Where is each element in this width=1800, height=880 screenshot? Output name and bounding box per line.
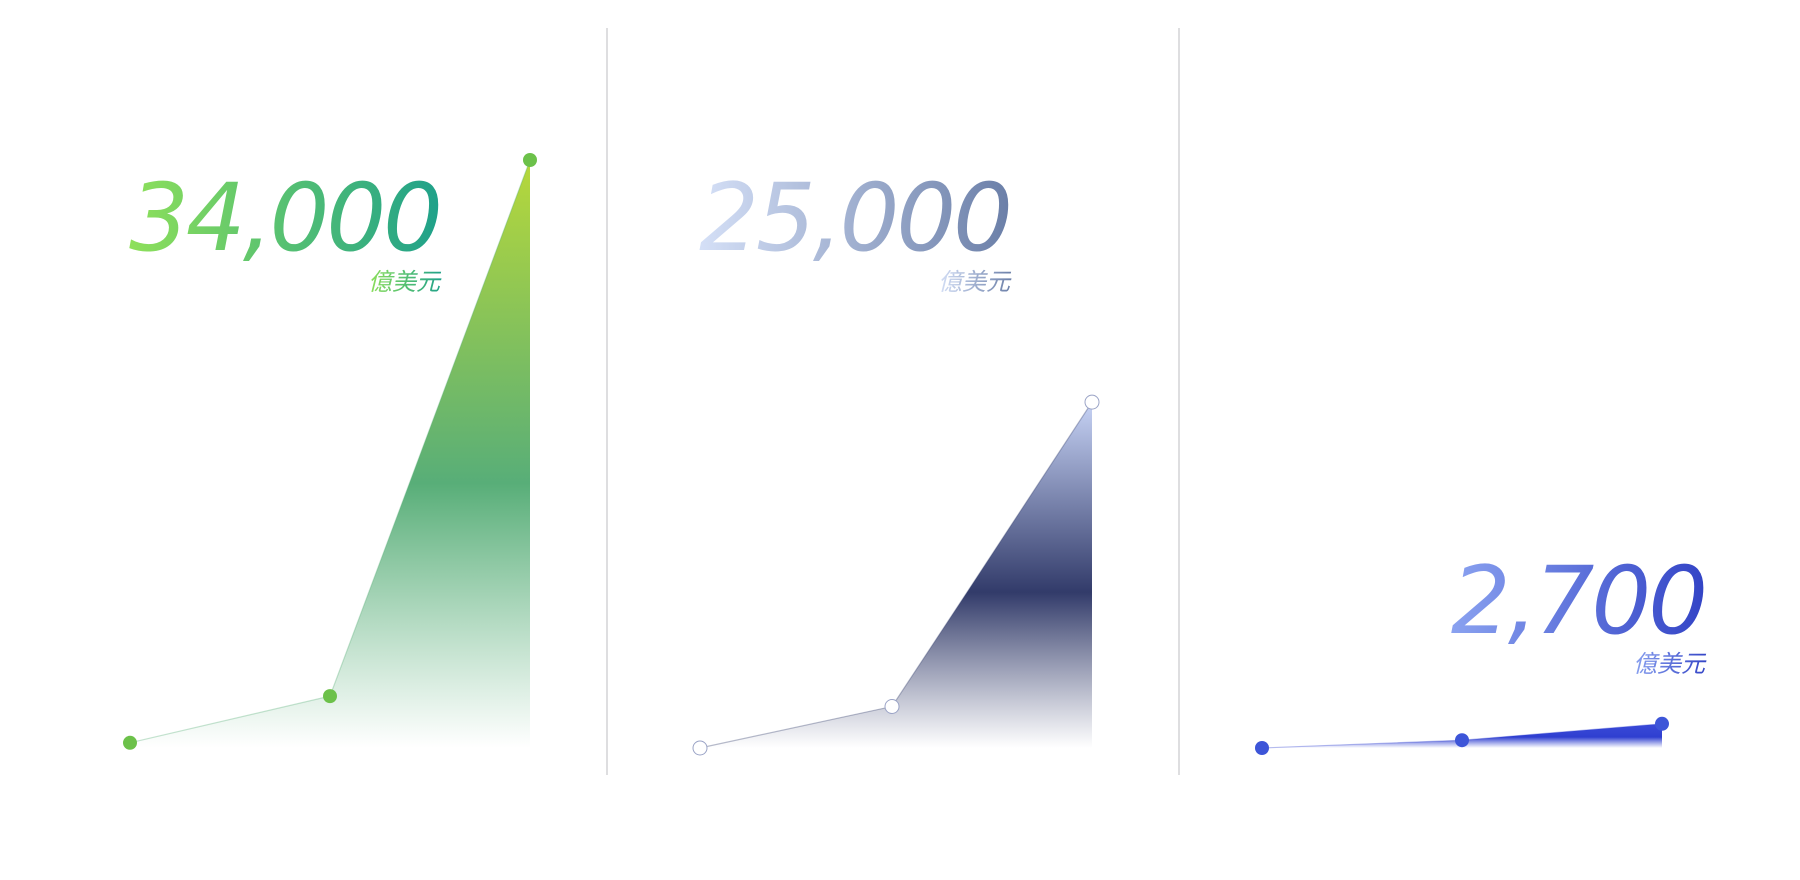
data-point-2: [884, 698, 900, 714]
data-point-1: [692, 740, 708, 756]
data-point-3: [1084, 394, 1100, 410]
data-point-2: [1455, 733, 1469, 748]
area-fill: [130, 160, 530, 748]
value-label: 2,700: [1451, 547, 1705, 656]
area-fill: [700, 402, 1092, 748]
value-label: 34,000: [129, 164, 440, 273]
data-point-3: [1655, 716, 1669, 731]
data-point-1: [123, 735, 137, 750]
panel-dividers: [606, 28, 1180, 775]
data-point-3: [523, 153, 537, 167]
value-label: 25,000: [699, 164, 1010, 273]
unit-label: 億美元: [368, 268, 442, 296]
unit-label: 億美元: [1633, 650, 1707, 678]
unit-label: 億美元: [938, 268, 1012, 296]
data-point-2: [323, 689, 337, 704]
area-fill: [1262, 723, 1662, 748]
data-point-1: [1255, 741, 1269, 755]
